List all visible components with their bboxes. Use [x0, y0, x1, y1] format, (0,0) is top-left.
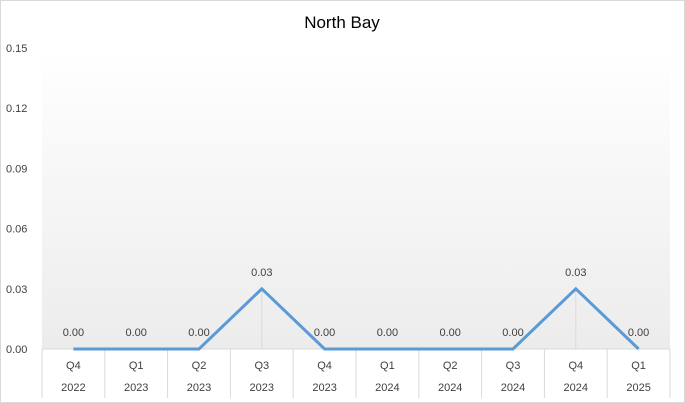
x-tick-label-quarter: Q3: [506, 360, 521, 372]
x-tick-label-year: 2024: [564, 382, 588, 394]
series-group: [73, 286, 640, 351]
data-label: 0.00: [377, 327, 398, 339]
y-tick-label: 0.12: [6, 103, 27, 115]
x-tick-label-year: 2022: [61, 382, 85, 394]
x-tick-label-year: 2023: [312, 382, 336, 394]
x-tick-label-year: 2024: [501, 382, 525, 394]
x-tick-label-quarter: Q2: [192, 360, 207, 372]
data-label: 0.00: [439, 327, 460, 339]
x-tick-label-year: 2023: [187, 382, 211, 394]
chart-title: North Bay: [304, 13, 380, 32]
data-label: 0.03: [565, 267, 586, 279]
data-label: 0.00: [188, 327, 209, 339]
x-tick-label-quarter: Q1: [380, 360, 395, 372]
data-label: 0.00: [314, 327, 335, 339]
y-tick-label: 0.00: [6, 344, 27, 356]
x-tick-label-quarter: Q1: [129, 360, 144, 372]
x-tick-label-quarter: Q4: [568, 360, 583, 372]
y-tick-label: 0.15: [6, 43, 27, 55]
data-label: 0.00: [63, 327, 84, 339]
x-tick-label-year: 2024: [438, 382, 462, 394]
x-tick-label-quarter: Q3: [254, 360, 269, 372]
series-line: [73, 286, 640, 351]
x-tick-label-year: 2023: [250, 382, 274, 394]
x-tick-label-quarter: Q4: [317, 360, 332, 372]
data-label: 0.00: [502, 327, 523, 339]
x-tick-label-year: 2024: [375, 382, 399, 394]
drop-lines: [261, 288, 577, 349]
data-label: 0.00: [628, 327, 649, 339]
data-label: 0.03: [251, 267, 272, 279]
x-tick-label-quarter: Q2: [443, 360, 458, 372]
x-tick-label-year: 2023: [124, 382, 148, 394]
data-labels: 0.00 0.00 0.00 0.03 0.00 0.00 0.00 0.00 0.03 0.00: [63, 267, 650, 339]
y-tick-label: 0.09: [6, 163, 27, 175]
x-tick-label-quarter: Q1: [631, 360, 646, 372]
x-tick-label-quarter: Q4: [66, 360, 81, 372]
x-tick-label-year: 2025: [626, 382, 650, 394]
y-tick-label: 0.03: [6, 284, 27, 296]
y-axis: 0.00 0.03 0.06 0.09 0.12 0.15: [6, 43, 27, 356]
data-label: 0.00: [125, 327, 146, 339]
y-tick-label: 0.06: [6, 224, 27, 236]
